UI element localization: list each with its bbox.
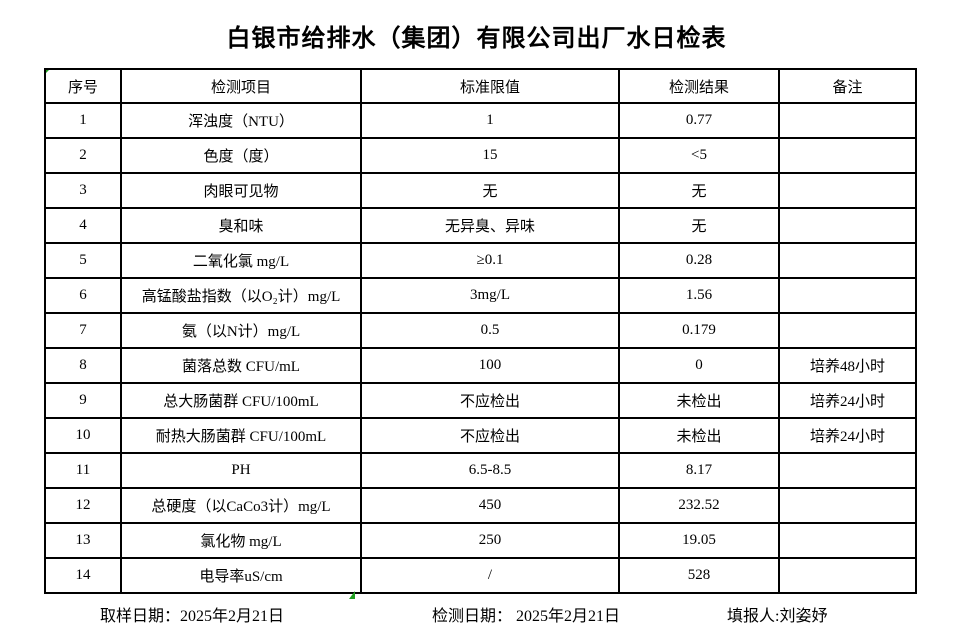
cell-result: 未检出 <box>618 382 780 419</box>
cell-item: 电导率uS/cm <box>120 557 362 594</box>
cell-no: 4 <box>44 207 122 244</box>
cell-item: PH <box>120 452 362 489</box>
water-quality-table: 序号 检测项目 标准限值 检测结果 备注 1 浑浊度（NTU） 1 0.77 2… <box>44 68 917 594</box>
cell-no: 3 <box>44 172 122 209</box>
header-remark: 备注 <box>778 68 917 104</box>
table-row: 12 总硬度（以CaCo3计）mg/L 450 232.52 <box>44 487 917 524</box>
cell-remark <box>778 172 917 209</box>
sample-date-label: 取样日期：2025年2月21日 <box>100 608 285 625</box>
cell-remark: 培养24小时 <box>778 382 917 419</box>
cell-standard: 无 <box>360 172 620 209</box>
cell-item: 耐热大肠菌群 CFU/100mL <box>120 417 362 454</box>
cell-standard: ≥0.1 <box>360 242 620 279</box>
cell-item: 肉眼可见物 <box>120 172 362 209</box>
cell-no: 8 <box>44 347 122 384</box>
cell-standard: 不应检出 <box>360 417 620 454</box>
table-header-row: 序号 检测项目 标准限值 检测结果 备注 <box>44 68 917 104</box>
header-no: 序号 <box>44 68 122 104</box>
table-row: 1 浑浊度（NTU） 1 0.77 <box>44 102 917 139</box>
cell-item: 菌落总数 CFU/mL <box>120 347 362 384</box>
cell-remark <box>778 312 917 349</box>
cell-result: 528 <box>618 557 780 594</box>
cell-item: 氯化物 mg/L <box>120 522 362 559</box>
cell-standard: 15 <box>360 137 620 174</box>
cell-item: 色度（度） <box>120 137 362 174</box>
table-row: 2 色度（度） 15 <5 <box>44 137 917 174</box>
cell-result: 19.05 <box>618 522 780 559</box>
cell-result: 8.17 <box>618 452 780 489</box>
cell-standard: 无异臭、异味 <box>360 207 620 244</box>
cell-standard: 0.5 <box>360 312 620 349</box>
cell-item: 氨（以N计）mg/L <box>120 312 362 349</box>
cell-item: 总硬度（以CaCo3计）mg/L <box>120 487 362 524</box>
cell-remark <box>778 102 917 139</box>
table-row: 10 耐热大肠菌群 CFU/100mL 不应检出 未检出 培养24小时 <box>44 417 917 454</box>
cell-standard: 100 <box>360 347 620 384</box>
cell-result: 无 <box>618 172 780 209</box>
cell-remark <box>778 207 917 244</box>
cell-standard: 不应检出 <box>360 382 620 419</box>
cell-remark <box>778 557 917 594</box>
cell-no: 7 <box>44 312 122 349</box>
cell-no: 2 <box>44 137 122 174</box>
cell-no: 1 <box>44 102 122 139</box>
cell-remark <box>778 277 917 314</box>
green-bottom-marker-icon <box>349 591 355 599</box>
cell-result: 0 <box>618 347 780 384</box>
cell-result: 未检出 <box>618 417 780 454</box>
table-row: 14 电导率uS/cm / 528 <box>44 557 917 594</box>
header-standard: 标准限值 <box>360 68 620 104</box>
reporter-label: 填报人:刘姿妤 <box>727 608 828 625</box>
table-row: 4 臭和味 无异臭、异味 无 <box>44 207 917 244</box>
cell-no: 13 <box>44 522 122 559</box>
cell-item: 二氧化氯 mg/L <box>120 242 362 279</box>
table-row: 5 二氧化氯 mg/L ≥0.1 0.28 <box>44 242 917 279</box>
cell-no: 12 <box>44 487 122 524</box>
cell-standard: 450 <box>360 487 620 524</box>
cell-remark <box>778 137 917 174</box>
cell-remark <box>778 522 917 559</box>
table-row: 11 PH 6.5-8.5 8.17 <box>44 452 917 489</box>
cell-result: 0.179 <box>618 312 780 349</box>
cell-no: 14 <box>44 557 122 594</box>
table-row: 7 氨（以N计）mg/L 0.5 0.179 <box>44 312 917 349</box>
table-row: 3 肉眼可见物 无 无 <box>44 172 917 209</box>
page-title: 白银市给排水（集团）有限公司出厂水日检表 <box>226 26 727 52</box>
table-row: 9 总大肠菌群 CFU/100mL 不应检出 未检出 培养24小时 <box>44 382 917 419</box>
cell-result: <5 <box>618 137 780 174</box>
cell-no: 6 <box>44 277 122 314</box>
cell-no: 11 <box>44 452 122 489</box>
table-row: 6 高锰酸盐指数（以O₂计）mg/L 3mg/L 1.56 <box>44 277 917 314</box>
cell-no: 5 <box>44 242 122 279</box>
table-row: 13 氯化物 mg/L 250 19.05 <box>44 522 917 559</box>
cell-result: 无 <box>618 207 780 244</box>
cell-standard: 250 <box>360 522 620 559</box>
cell-remark: 培养48小时 <box>778 347 917 384</box>
cell-remark <box>778 487 917 524</box>
cell-result: 232.52 <box>618 487 780 524</box>
cell-standard: 3mg/L <box>360 277 620 314</box>
cell-standard: 6.5-8.5 <box>360 452 620 489</box>
cell-item: 臭和味 <box>120 207 362 244</box>
test-date-label: 检测日期： 2025年2月21日 <box>432 608 621 625</box>
table-row: 8 菌落总数 CFU/mL 100 0 培养48小时 <box>44 347 917 384</box>
cell-standard: 1 <box>360 102 620 139</box>
cell-remark <box>778 452 917 489</box>
cell-item: 高锰酸盐指数（以O₂计）mg/L <box>120 277 362 314</box>
cell-remark <box>778 242 917 279</box>
cell-no: 10 <box>44 417 122 454</box>
cell-item: 浑浊度（NTU） <box>120 102 362 139</box>
cell-item: 总大肠菌群 CFU/100mL <box>120 382 362 419</box>
cell-result: 0.28 <box>618 242 780 279</box>
cell-no: 9 <box>44 382 122 419</box>
header-item: 检测项目 <box>120 68 362 104</box>
cell-result: 1.56 <box>618 277 780 314</box>
header-result: 检测结果 <box>618 68 780 104</box>
cell-standard: / <box>360 557 620 594</box>
cell-remark: 培养24小时 <box>778 417 917 454</box>
cell-result: 0.77 <box>618 102 780 139</box>
